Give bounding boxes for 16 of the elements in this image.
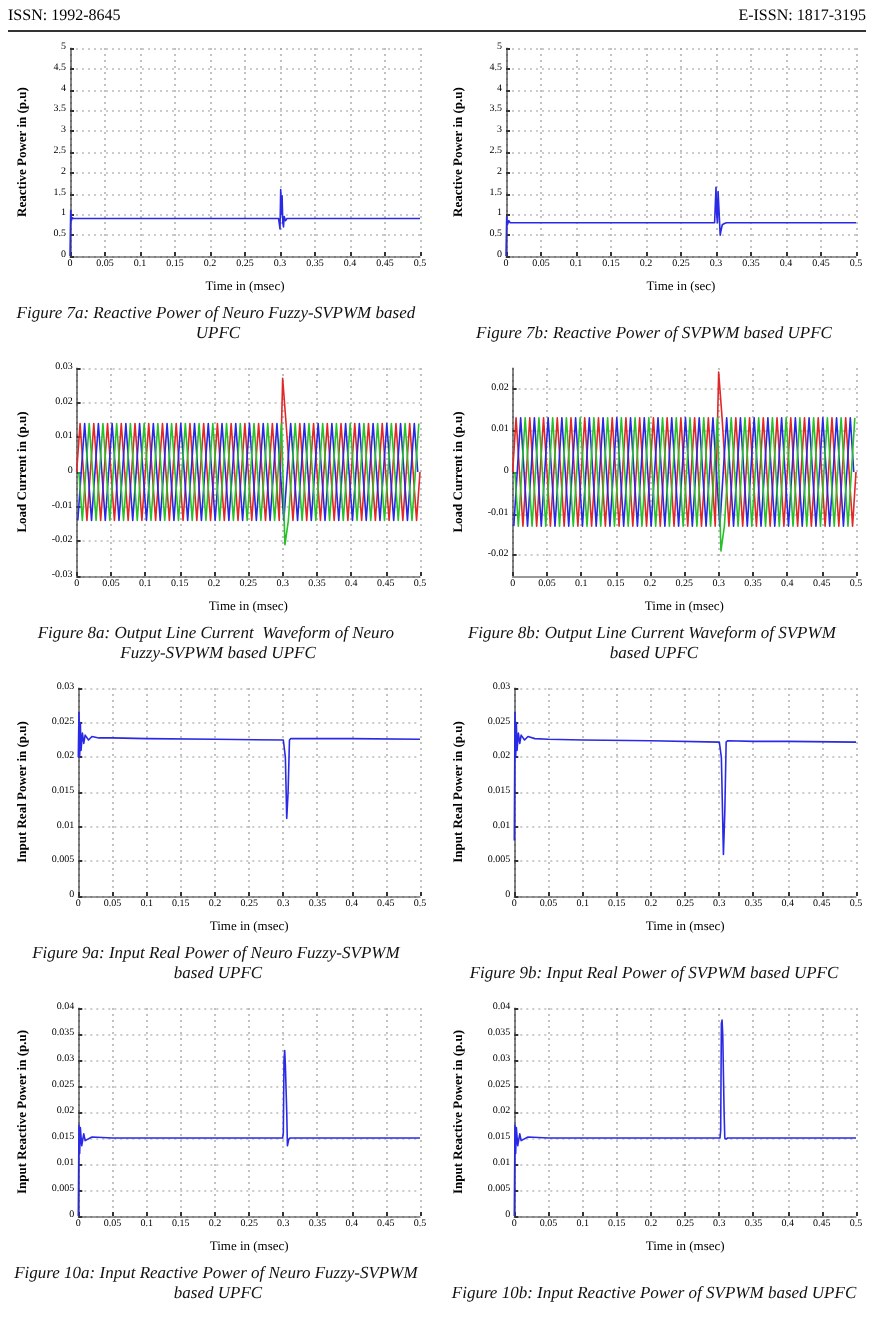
text: ISSN: 1992-8645 — [8, 6, 121, 28]
text: Figure 9b: Input Real Power of SVPWM based UPFC — [467, 962, 839, 982]
text: Figure 9a: Input Real Power of Neuro Fuzzy-SVPWM based UPFC — [30, 942, 404, 982]
line-series — [513, 711, 857, 856]
text: Figure 8a: Output Line Current Waveform of Neuro Fuzzy-SVPWM based UPFC — [35, 622, 399, 662]
text: Figure 8b: Output Line Current Waveform of SVPWM based UPFC — [465, 622, 841, 662]
text: Figure 7b: Reactive Power of SVPWM based UPFC — [474, 322, 833, 342]
text: Figure 7a: Reactive Power of Neuro Fuzzy-SVPWM based UPFC — [14, 302, 420, 342]
line-series — [514, 417, 856, 552]
line-series — [75, 377, 421, 522]
text: Figure 10a: Input Reactive Power of Neuro Fuzzy-SVPWM based UPFC — [12, 1262, 422, 1302]
text: Figure 10b: Input Reactive Power of SVPWM based UPFC — [449, 1282, 857, 1302]
line-series — [77, 711, 421, 820]
line-series — [78, 422, 420, 546]
text: E-ISSN: 1817-3195 — [738, 6, 866, 28]
line-series — [511, 371, 857, 527]
